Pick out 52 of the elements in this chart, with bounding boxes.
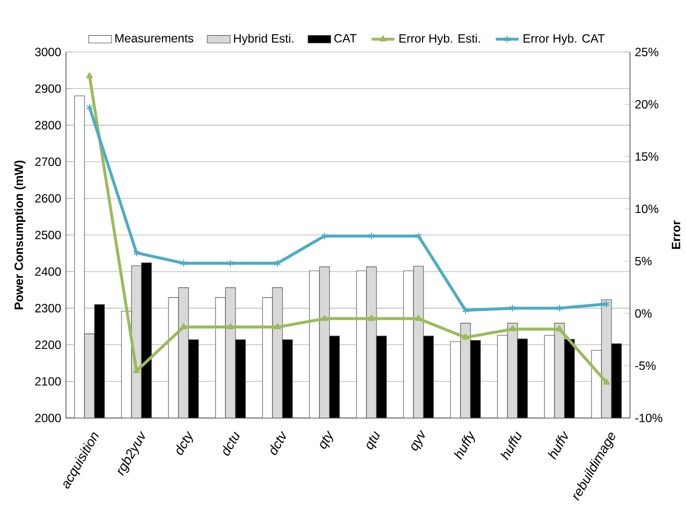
point bbox=[227, 323, 234, 330]
y2-tick-label: -5% bbox=[635, 361, 656, 370]
x-tick-label: qtu bbox=[366, 431, 380, 450]
point bbox=[180, 259, 187, 268]
point bbox=[180, 323, 187, 330]
point bbox=[603, 300, 610, 308]
legend-label: Error Hyb. Esti. bbox=[399, 34, 480, 46]
legend-label: Error Hyb. CAT bbox=[524, 34, 605, 46]
point bbox=[321, 314, 328, 321]
point bbox=[321, 232, 328, 240]
y-tick-label: 2100 bbox=[35, 377, 61, 386]
y-tick-label: 2700 bbox=[35, 158, 61, 166]
y-tick-label: 2800 bbox=[35, 120, 61, 130]
point bbox=[603, 378, 610, 385]
point bbox=[415, 314, 422, 321]
y2-tick-label: 15% bbox=[636, 152, 658, 161]
point bbox=[227, 259, 234, 268]
point bbox=[509, 304, 516, 312]
point bbox=[509, 325, 516, 332]
y-tick-label: 2600 bbox=[35, 194, 61, 203]
point bbox=[86, 72, 93, 78]
y-axis-title: Power Consumption (mW) bbox=[14, 160, 26, 310]
point bbox=[368, 232, 375, 240]
y2-tick-label: 0% bbox=[635, 309, 652, 318]
y-tick-label: 2900 bbox=[35, 84, 61, 93]
y-tick-label: 2500 bbox=[35, 230, 61, 240]
y2-tick-label: 25% bbox=[635, 48, 658, 56]
point bbox=[415, 232, 422, 240]
y-tick-label: 2300 bbox=[35, 304, 61, 312]
y2-tick-label: 5% bbox=[635, 256, 652, 266]
legend-label: Measurements bbox=[115, 34, 194, 42]
y2-tick-label: 20% bbox=[635, 100, 658, 109]
point bbox=[274, 259, 281, 268]
y-tick-label: 2200 bbox=[35, 340, 61, 350]
x-tick-label: qyv bbox=[411, 430, 425, 451]
point bbox=[368, 314, 375, 321]
point bbox=[86, 104, 93, 112]
x-tick-label: qty bbox=[320, 430, 334, 449]
point bbox=[556, 304, 563, 312]
point bbox=[462, 334, 469, 340]
legend-label: CAT bbox=[334, 34, 357, 43]
point bbox=[274, 323, 281, 330]
y2-tick-label: -10% bbox=[635, 414, 662, 422]
legend-label: Hybrid Esti. bbox=[234, 34, 294, 46]
y-tick-label: 2000 bbox=[35, 414, 61, 422]
point bbox=[462, 306, 469, 314]
y2-tick-label: 10% bbox=[636, 204, 658, 214]
point bbox=[133, 248, 140, 257]
point bbox=[556, 325, 563, 332]
y-tick-label: 2400 bbox=[35, 267, 61, 276]
y-tick-label: 3000 bbox=[35, 48, 61, 56]
y2-axis-title: Error bbox=[672, 220, 680, 249]
